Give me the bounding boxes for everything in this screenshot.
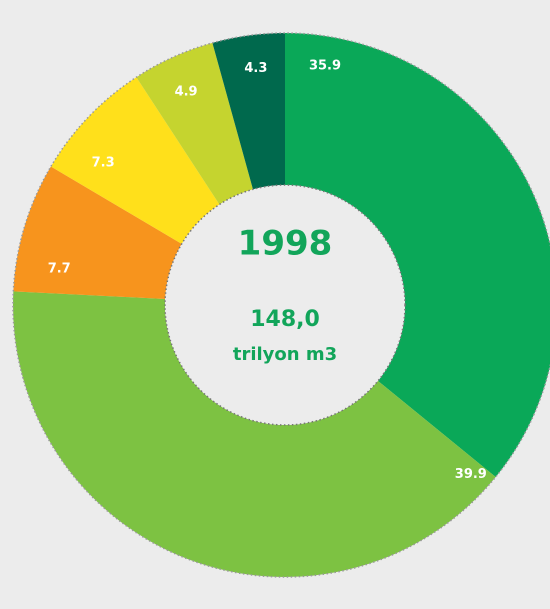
data-label: 4.9 — [175, 84, 198, 99]
data-label: 7.3 — [92, 155, 115, 170]
slice — [212, 33, 285, 190]
center-unit: trilyon m3 — [233, 344, 337, 365]
slice — [13, 166, 182, 299]
outer-outline — [12, 32, 550, 578]
data-label: 35.9 — [309, 59, 341, 74]
center-hole — [164, 184, 406, 426]
data-label: 39.9 — [455, 467, 487, 482]
slice — [50, 77, 220, 244]
slices — [12, 33, 550, 578]
slice — [285, 33, 550, 478]
center-year: 1998 — [238, 224, 333, 264]
slice — [12, 291, 496, 578]
data-label: 4.3 — [244, 61, 267, 76]
center-total: 148,0 — [250, 307, 320, 332]
slice — [136, 42, 253, 205]
data-label: 7.7 — [48, 262, 71, 277]
